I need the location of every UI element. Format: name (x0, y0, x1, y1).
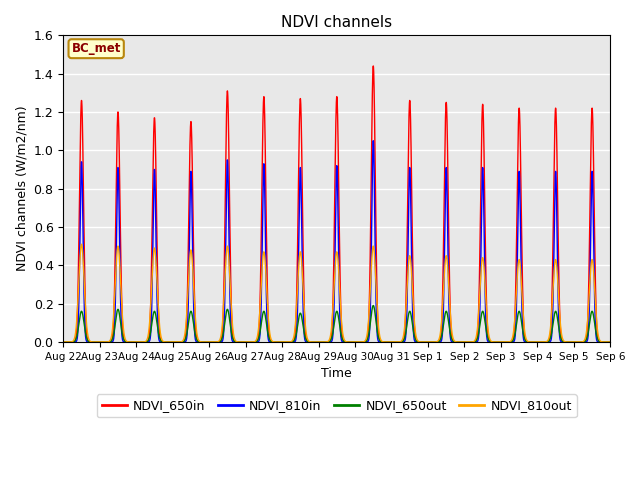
NDVI_650out (177, 339, 184, 345)
NDVI_650in (605, 339, 612, 345)
NDVI_810out (177, 339, 184, 345)
X-axis label: Time: Time (321, 367, 352, 380)
Title: NDVI channels: NDVI channels (281, 15, 392, 30)
NDVI_650in (607, 339, 614, 345)
NDVI_810in (60, 339, 67, 345)
Line: NDVI_650out: NDVI_650out (63, 305, 611, 342)
NDVI_810out (77, 241, 85, 247)
NDVI_810out (264, 312, 272, 318)
NDVI_650in (412, 338, 420, 344)
Line: NDVI_650in: NDVI_650in (63, 66, 611, 342)
NDVI_650out (264, 331, 272, 336)
NDVI_650in (60, 339, 67, 345)
NDVI_650in (169, 339, 177, 345)
Legend: NDVI_650in, NDVI_810in, NDVI_650out, NDVI_810out: NDVI_650in, NDVI_810in, NDVI_650out, NDV… (97, 394, 577, 417)
Text: BC_met: BC_met (72, 42, 121, 55)
NDVI_650in (177, 339, 184, 345)
NDVI_650in (490, 339, 498, 345)
Y-axis label: NDVI channels (W/m2/nm): NDVI channels (W/m2/nm) (15, 106, 28, 271)
NDVI_650out (60, 339, 67, 345)
Line: NDVI_810out: NDVI_810out (63, 244, 611, 342)
NDVI_810out (605, 339, 612, 345)
NDVI_650in (264, 312, 272, 318)
NDVI_810in (607, 339, 614, 345)
NDVI_650out (607, 339, 614, 345)
NDVI_810in (490, 339, 498, 345)
Line: NDVI_810in: NDVI_810in (63, 141, 611, 342)
NDVI_810in (171, 339, 179, 345)
NDVI_810out (412, 334, 420, 340)
NDVI_810out (60, 339, 67, 345)
NDVI_650out (490, 339, 498, 345)
NDVI_810in (264, 335, 272, 340)
NDVI_810out (534, 339, 541, 345)
NDVI_650out (171, 339, 179, 345)
NDVI_810in (412, 339, 420, 345)
NDVI_810in (605, 339, 612, 345)
NDVI_810out (607, 339, 614, 345)
NDVI_810out (490, 339, 498, 345)
NDVI_650out (369, 302, 377, 308)
NDVI_810out (171, 339, 179, 345)
NDVI_810in (369, 138, 377, 144)
NDVI_650out (605, 339, 612, 345)
NDVI_650in (171, 339, 179, 345)
NDVI_650out (412, 338, 420, 344)
NDVI_810in (534, 339, 541, 345)
NDVI_810in (177, 339, 184, 345)
NDVI_650in (369, 63, 377, 69)
